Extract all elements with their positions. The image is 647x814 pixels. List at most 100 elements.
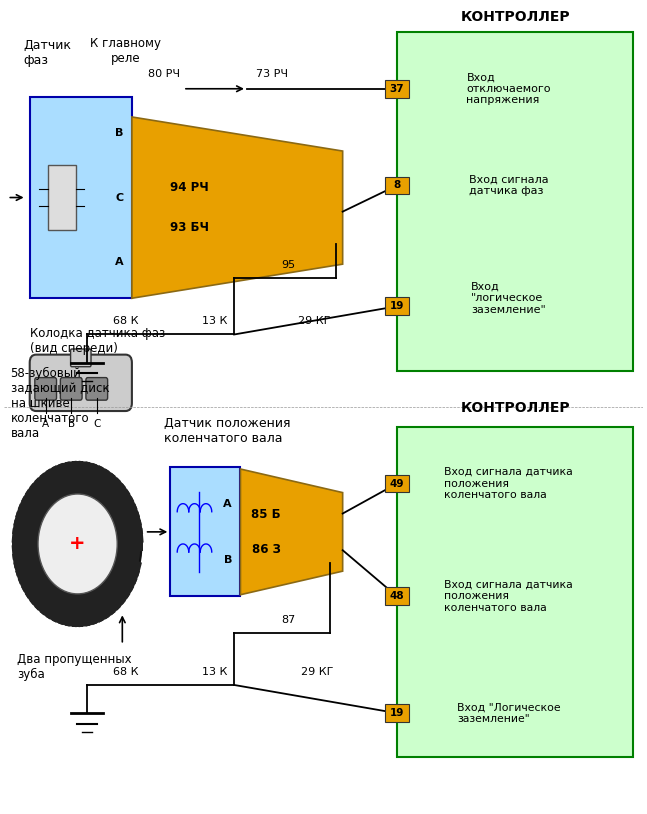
Text: Колодка датчика фаз
(вид спереди): Колодка датчика фаз (вид спереди) [30,326,165,355]
Text: A: A [223,498,232,509]
Text: К главному
реле: К главному реле [90,37,161,64]
Bar [21,581,34,598]
Circle shape [38,494,117,594]
Text: 58-зубовый
задающий диск
на шкиве
коленчатого
вала: 58-зубовый задающий диск на шкиве коленч… [10,367,109,440]
Text: 8: 8 [393,181,400,190]
Text: 37: 37 [389,84,404,94]
Text: Вход сигнала датчика
положения
коленчатого вала: Вход сигнала датчика положения коленчато… [444,467,573,500]
Bar [131,511,142,528]
Bar [112,593,126,610]
Bar [12,528,21,544]
FancyBboxPatch shape [397,427,633,758]
Text: A: A [42,419,49,429]
Bar [25,588,38,605]
Bar [39,469,54,484]
Bar [45,466,60,480]
Text: Вход
"логическое
заземление": Вход "логическое заземление" [471,282,546,315]
Bar [90,463,104,476]
Circle shape [14,463,142,624]
Bar [78,461,90,472]
Bar [52,611,65,625]
Text: КОНТРОЛЛЕР: КОНТРОЛЛЕР [460,11,570,24]
Bar [45,608,60,623]
FancyBboxPatch shape [397,33,633,370]
Text: 86 З: 86 З [252,543,280,556]
Bar [78,616,90,628]
Bar [84,462,97,474]
Text: 48: 48 [389,591,404,602]
FancyBboxPatch shape [385,177,409,195]
Text: 13 К: 13 К [202,317,228,326]
FancyBboxPatch shape [170,467,241,597]
FancyBboxPatch shape [385,297,409,315]
Text: Датчик
фаз: Датчик фаз [23,38,71,67]
Bar [84,615,97,627]
Text: 94 РЧ: 94 РЧ [170,181,209,194]
Text: 68 К: 68 К [113,317,138,326]
Bar [58,462,71,474]
Bar [21,489,34,507]
FancyBboxPatch shape [35,378,56,400]
Text: 29 КГ: 29 КГ [301,667,333,677]
Bar [121,489,134,507]
Bar [58,615,71,627]
FancyBboxPatch shape [385,475,409,492]
Bar [65,461,77,472]
Text: A: A [115,257,124,267]
Bar [14,511,24,528]
Text: Два пропущенных
зуба: Два пропущенных зуба [17,653,131,681]
Bar [14,560,24,576]
Bar [131,560,142,576]
Text: 49: 49 [389,479,404,488]
Text: 19: 19 [389,708,404,718]
Text: 85 Б: 85 Б [251,508,281,521]
Bar [107,599,121,615]
Bar [29,593,43,610]
Text: 87: 87 [281,615,296,624]
Bar [90,611,104,625]
Bar [12,536,19,551]
Bar [72,617,83,627]
Text: 68 К: 68 К [113,667,138,677]
Polygon shape [241,469,343,595]
FancyBboxPatch shape [385,588,409,605]
Bar [102,604,115,619]
Bar [112,478,126,494]
Bar [128,567,140,584]
Bar [117,483,130,501]
Text: C: C [115,193,123,203]
Bar [17,497,30,514]
Bar [25,483,38,501]
Bar [39,604,54,619]
FancyBboxPatch shape [30,355,132,411]
FancyBboxPatch shape [60,378,82,400]
Bar [34,473,48,489]
Text: 95: 95 [281,260,296,270]
Bar [12,552,22,568]
Bar [52,463,65,476]
Bar [65,616,77,628]
Text: B: B [115,128,124,138]
Bar [48,165,76,230]
Bar [117,588,130,605]
Bar [107,473,121,489]
Text: B: B [68,419,75,429]
FancyBboxPatch shape [30,97,132,298]
Bar [29,478,43,494]
Bar [133,519,143,536]
Bar [15,504,27,521]
Bar [12,519,22,536]
Text: +: + [69,535,86,554]
Bar [15,567,27,584]
Text: Вход сигнала датчика
положения
коленчатого вала: Вход сигнала датчика положения коленчато… [444,580,573,613]
Bar [34,599,48,615]
Text: 80 РЧ: 80 РЧ [148,69,180,79]
Text: 93 БЧ: 93 БЧ [170,221,209,234]
FancyBboxPatch shape [385,704,409,722]
Bar [128,504,140,521]
Bar [17,575,30,592]
Text: Вход сигнала
датчика фаз: Вход сигнала датчика фаз [469,175,549,196]
Text: C: C [93,419,100,429]
Bar [121,581,134,598]
Bar [135,528,144,544]
